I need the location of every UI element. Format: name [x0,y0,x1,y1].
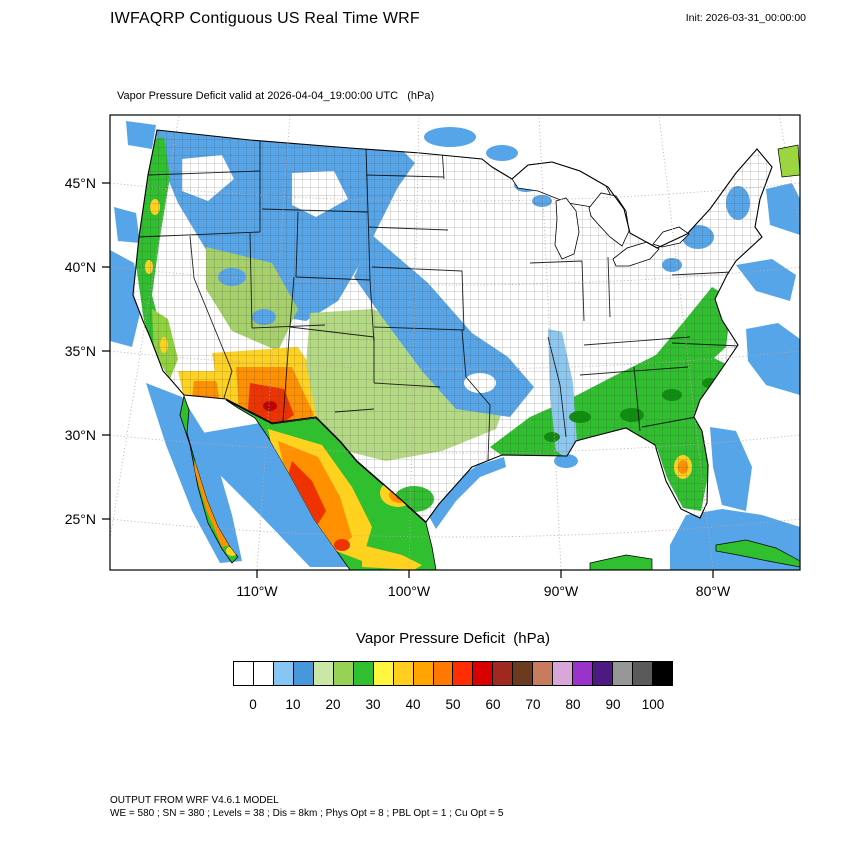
y-axis-label-30n: 30°N [64,427,96,443]
colorbar-tick-label: 50 [445,697,461,712]
lake-erie [612,241,660,267]
colorbar-tick-label: 70 [525,697,541,712]
colorbar-tick-label: 80 [565,697,581,712]
colorbar-cell [472,662,493,685]
us-coastline-outline [132,129,773,523]
map-subtitle: Vapor Pressure Deficit valid at 2026-04-… [117,90,435,102]
colorbar-cell [492,662,513,685]
cuba [715,539,800,568]
footer: OUTPUT FROM WRF V4.6.1 MODEL WE = 580 ; … [110,795,503,820]
x-axis-label-100w: 100°W [387,583,431,599]
colorbar-cell [272,662,293,685]
colorbar-cell [652,662,672,685]
colorbar-tick-label: 20 [325,697,341,712]
colorbar-tick-label: 60 [485,697,501,712]
map-svg [102,114,801,578]
colorbar-cell [352,662,373,685]
colorbar-labels: 0 10 20 30 40 50 60 70 80 90 100 [233,697,673,715]
colorbar-cell [632,662,653,685]
map-frame [109,114,801,571]
colorbar-cell [612,662,633,685]
colorbar-title: Vapor Pressure Deficit (hPa) [356,630,550,647]
state-boundaries [138,140,741,461]
y-axis-label-45n: 45°N [64,175,96,191]
page-title: IWFAQRP Contiguous US Real Time WRF [110,10,420,27]
colorbar-cell [252,662,273,685]
colorbar-cell [292,662,313,685]
colorbar-cell [372,662,393,685]
colorbar-cell [552,662,573,685]
colorbar-tick-label: 0 [249,697,257,712]
colorbar-cell [432,662,453,685]
colorbar-cell [412,662,433,685]
colorbar-cell [234,662,253,685]
great-lakes [511,161,690,267]
colorbar-cell [572,662,593,685]
axis-ticks [102,182,714,578]
nova-scotia [777,144,800,178]
colorbar-tick-label: 10 [285,697,301,712]
colorbar-tick-label: 100 [641,697,665,712]
yucatan [589,554,653,570]
colorbar-cell [592,662,613,685]
x-axis-label-80w: 80°W [695,583,731,599]
colorbar-cell [512,662,533,685]
y-axis-label-35n: 35°N [64,343,96,359]
lake-huron [588,192,630,247]
colorbar-tick-label: 30 [365,697,381,712]
baja-california [179,394,239,564]
colorbar-cell [332,662,353,685]
map-plot [102,114,801,578]
colorbar-tick-label: 90 [605,697,621,712]
colorbar-cell [452,662,473,685]
colorbar-cell [312,662,333,685]
colorbar-cell [392,662,413,685]
x-axis-label-110w: 110°W [236,583,278,599]
lake-michigan [554,197,580,260]
graticule-lines [110,115,800,570]
lake-ontario [652,226,690,248]
y-axis-label-40n: 40°N [64,259,96,275]
x-axis-label-90w: 90°W [543,583,579,599]
footer-model-line: OUTPUT FROM WRF V4.6.1 MODEL [110,795,279,806]
mexico-vpd-field [194,429,422,570]
colorbar-cell [532,662,553,685]
init-timestamp: Init: 2026-03-31_00:00:00 [685,12,806,24]
colorbar [233,661,673,686]
canada-vpd-patches [424,127,518,161]
y-axis-label-25n: 25°N [64,511,96,527]
footer-config-line: WE = 580 ; SN = 380 ; Levels = 38 ; Dis … [110,807,504,819]
colorbar-tick-label: 40 [405,697,421,712]
